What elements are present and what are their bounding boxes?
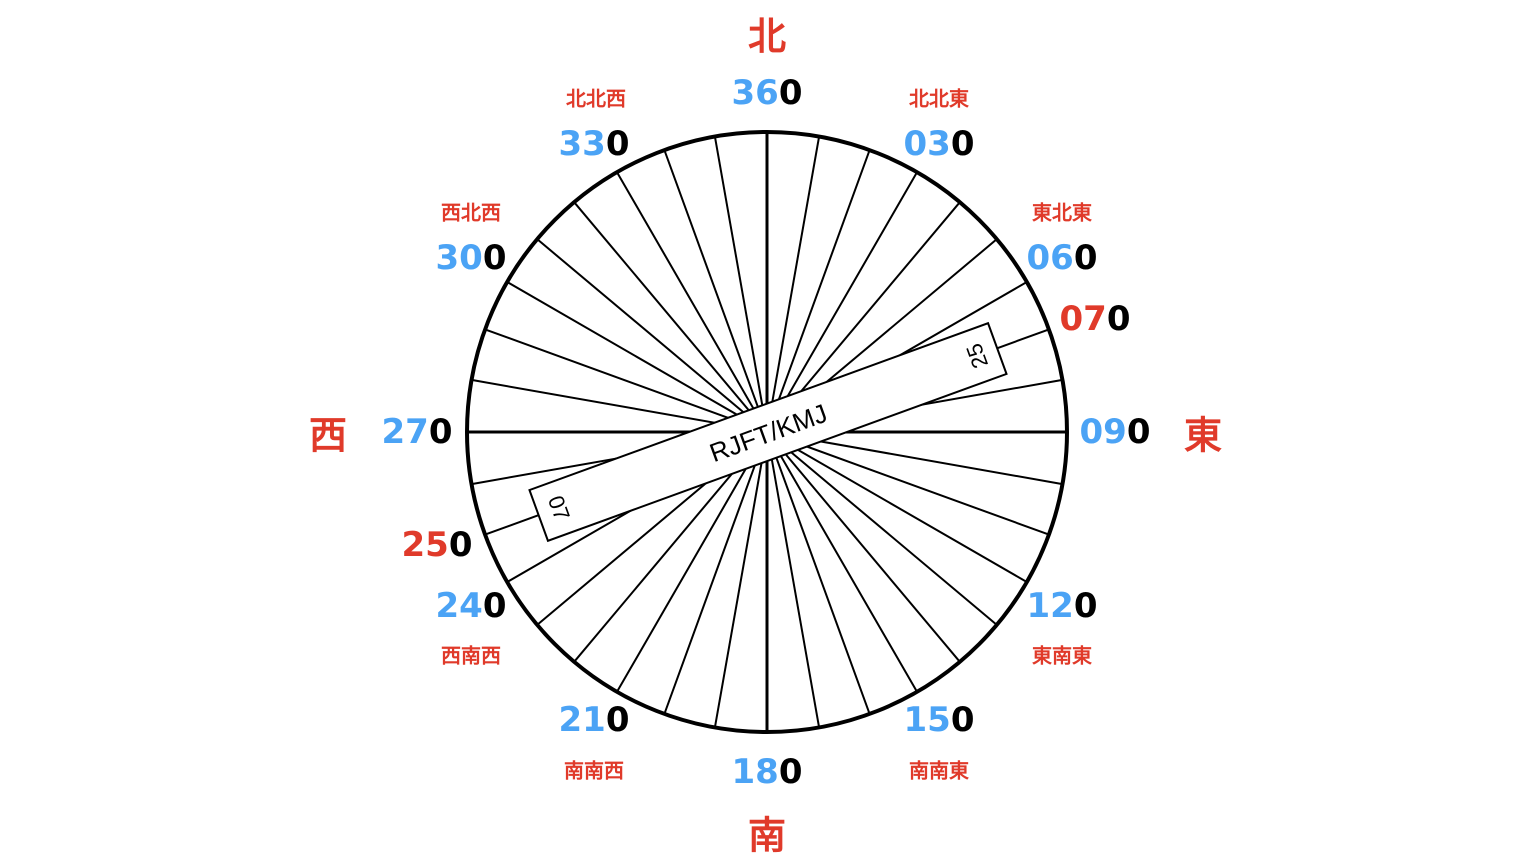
heading-suffix: 0: [1073, 586, 1098, 626]
spoke-310: [536, 238, 768, 433]
direction-ssw: 南南西: [564, 758, 624, 783]
spoke-350: [713, 136, 768, 433]
direction-nnw: 北北西: [566, 86, 626, 111]
spoke-140: [766, 431, 961, 663]
spoke-20: [766, 149, 871, 433]
cardinal-e: 東: [1183, 413, 1223, 458]
direction-sse: 南南東: [909, 758, 969, 783]
heading-prefix: 12: [1026, 586, 1074, 626]
heading-prefix: 06: [1026, 238, 1074, 278]
spoke-10: [766, 136, 821, 433]
heading-suffix: 0: [1126, 412, 1151, 452]
spoke-110: [766, 431, 1050, 536]
spoke-340: [663, 149, 768, 433]
spoke-30: [766, 171, 918, 433]
direction-wnw: 西北西: [441, 200, 501, 225]
heading-060: 060: [1027, 238, 1098, 278]
cardinal-n: 北: [747, 14, 787, 59]
heading-prefix: 07: [1059, 299, 1107, 339]
heading-330: 330: [559, 124, 630, 164]
heading-prefix: 18: [731, 752, 779, 792]
heading-250: 250: [402, 525, 473, 565]
spoke-120: [766, 431, 1028, 583]
heading-300: 300: [436, 238, 507, 278]
heading-suffix: 0: [605, 124, 630, 164]
heading-prefix: 09: [1079, 412, 1127, 452]
direction-ene: 東北東: [1032, 200, 1092, 225]
heading-suffix: 0: [778, 752, 803, 792]
heading-030: 030: [904, 124, 975, 164]
heading-180: 180: [732, 752, 803, 792]
heading-prefix: 33: [558, 124, 606, 164]
cardinal-w: 西: [308, 413, 348, 458]
heading-prefix: 30: [435, 238, 483, 278]
heading-suffix: 0: [1073, 238, 1098, 278]
cardinal-s: 南: [747, 813, 787, 858]
heading-suffix: 0: [605, 700, 630, 740]
heading-240: 240: [436, 586, 507, 626]
heading-suffix: 0: [950, 700, 975, 740]
heading-prefix: 24: [435, 586, 483, 626]
heading-suffix: 0: [482, 238, 507, 278]
heading-270: 270: [382, 412, 453, 452]
heading-prefix: 15: [903, 700, 951, 740]
heading-prefix: 36: [731, 73, 779, 113]
heading-prefix: 21: [558, 700, 606, 740]
spoke-330: [616, 171, 768, 433]
heading-prefix: 03: [903, 124, 951, 164]
spoke-200: [663, 431, 768, 715]
spoke-170: [766, 431, 821, 728]
runway: RJFT/KMJ 25 07: [528, 321, 1008, 543]
heading-150: 150: [904, 700, 975, 740]
heading-210: 210: [559, 700, 630, 740]
compass-circle: [465, 130, 1069, 734]
heading-120: 120: [1027, 586, 1098, 626]
heading-070: 070: [1060, 299, 1131, 339]
spoke-160: [766, 431, 871, 715]
heading-360: 360: [732, 73, 803, 113]
heading-suffix: 0: [482, 586, 507, 626]
direction-ese: 東南東: [1032, 643, 1092, 668]
spoke-320: [573, 201, 768, 433]
spoke-150: [766, 431, 918, 693]
heading-prefix: 27: [381, 412, 429, 452]
heading-prefix: 25: [401, 525, 449, 565]
spoke-130: [766, 431, 998, 626]
direction-wsw: 西南西: [441, 643, 501, 668]
spoke-290: [484, 328, 768, 433]
direction-nne: 北北東: [909, 86, 969, 111]
heading-suffix: 0: [1106, 299, 1131, 339]
runway-strip: [528, 321, 1008, 543]
heading-suffix: 0: [778, 73, 803, 113]
heading-suffix: 0: [428, 412, 453, 452]
heading-090: 090: [1080, 412, 1151, 452]
heading-suffix: 0: [950, 124, 975, 164]
spoke-210: [616, 431, 768, 693]
heading-suffix: 0: [448, 525, 473, 565]
spoke-190: [713, 431, 768, 728]
spoke-300: [506, 281, 768, 433]
